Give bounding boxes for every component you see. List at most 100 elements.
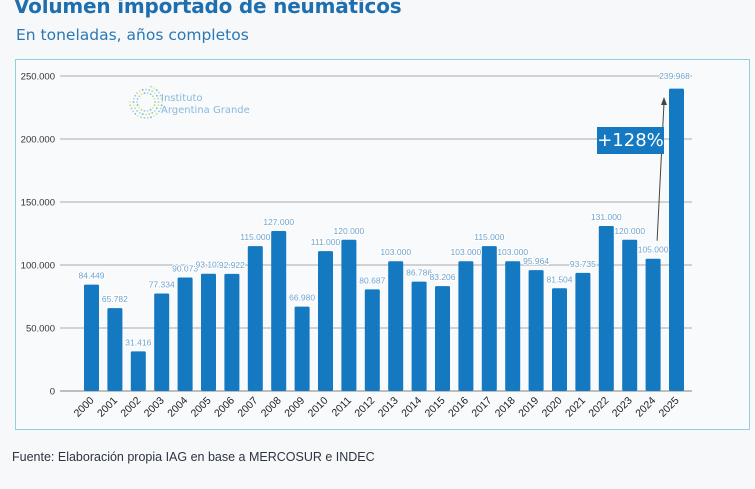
chart-title: Volumen importado de neumáticos <box>14 0 402 18</box>
bar <box>528 270 544 391</box>
data-label: 80.687 <box>359 275 385 285</box>
bar <box>458 261 474 391</box>
bar <box>575 272 591 391</box>
logo-dot <box>150 85 152 88</box>
logo-dot <box>133 104 135 107</box>
logo-dot <box>148 89 151 91</box>
bar <box>318 251 333 391</box>
logo-dot <box>157 101 160 103</box>
bar <box>177 277 193 391</box>
x-tick-label: 2006 <box>212 395 237 420</box>
bar <box>435 286 450 391</box>
x-tick-label: 2016 <box>446 395 471 420</box>
logo-dot <box>149 93 152 96</box>
logo-dot <box>140 93 143 96</box>
x-tick-label: 2010 <box>306 395 331 420</box>
data-label: 127.000 <box>263 217 294 227</box>
y-tick-label: 50.000 <box>26 324 55 335</box>
x-tick-label: 2007 <box>235 395 260 420</box>
x-tick-label: 2002 <box>118 395 143 420</box>
logo-text-line2: Argentina Grande <box>161 105 250 116</box>
logo-dot <box>161 101 163 103</box>
logo-dot <box>151 90 154 93</box>
logo-dot <box>146 92 149 95</box>
x-tick-label: 2025 <box>657 395 682 420</box>
logo-dot <box>136 92 139 95</box>
data-label: 115.000 <box>240 232 270 242</box>
bar <box>154 293 170 391</box>
x-tick-label: 2001 <box>95 395 120 420</box>
y-tick-label: 0 <box>50 387 55 398</box>
bar <box>247 246 263 391</box>
logo-dot <box>158 110 160 113</box>
logo-dot <box>158 91 160 94</box>
logo-dot <box>130 107 133 110</box>
data-label: 103.000 <box>380 247 411 257</box>
logo-dot <box>155 89 158 92</box>
y-tick-label: 250.000 <box>21 72 55 83</box>
logo-dot <box>143 117 146 119</box>
x-tick-label: 2003 <box>142 395 167 420</box>
y-tick-label: 100.000 <box>21 261 55 272</box>
bars <box>84 88 684 391</box>
data-label: 95.964 <box>523 256 549 266</box>
logo-dot <box>153 109 156 112</box>
logo-dot <box>146 117 149 119</box>
logo-dot <box>157 97 159 100</box>
logo-dot <box>155 107 158 110</box>
source-note: Fuente: Elaboración propia IAG en base a… <box>12 450 375 464</box>
x-tick-label: 2008 <box>259 395 284 420</box>
bar <box>481 246 497 391</box>
y-axis-ticks: 0 50.000 100.000 150.000 200.000 250.000 <box>21 72 55 398</box>
logo-dot <box>160 97 163 100</box>
data-label: 90.073 <box>172 264 198 274</box>
x-tick-label: 2018 <box>493 395 518 420</box>
logo-dot <box>153 104 156 106</box>
data-label: 93.735 <box>570 259 596 269</box>
x-tick-label: 2017 <box>469 395 494 420</box>
bar <box>224 273 240 391</box>
x-tick-label: 2015 <box>423 395 448 420</box>
logo-dot <box>141 89 144 91</box>
logo-dot <box>157 104 159 107</box>
x-tick-label: 2023 <box>610 395 635 420</box>
logo-dot <box>133 97 135 100</box>
logo-dot <box>150 116 152 119</box>
logo-dot <box>160 104 163 107</box>
logo-dot <box>136 101 138 103</box>
logo-dot <box>137 114 139 117</box>
bar <box>552 288 567 391</box>
data-label: 31.416 <box>125 337 151 347</box>
logo-dot <box>151 95 154 98</box>
logo-dot <box>129 104 132 107</box>
logo-dot <box>145 113 147 116</box>
data-label: 66.980 <box>289 293 315 303</box>
bar <box>645 258 661 391</box>
logo-dot <box>151 111 154 114</box>
logo-dot <box>129 101 131 103</box>
dotted-circle-logo-icon <box>129 85 163 119</box>
data-label: 65.782 <box>102 294 128 304</box>
bar <box>294 306 310 391</box>
data-label: 239.968 <box>659 71 690 81</box>
arrow-line <box>656 102 665 241</box>
logo-dot <box>146 109 149 112</box>
x-tick-label: 2021 <box>563 395 588 420</box>
growth-arrow <box>656 97 667 241</box>
logo-dot <box>134 94 137 97</box>
logo-dot <box>143 92 146 95</box>
x-axis-labels: 2000200120022003200420052006200720082009… <box>72 395 682 420</box>
x-tick-label: 2009 <box>282 395 307 420</box>
data-label: 81.504 <box>547 274 573 284</box>
x-tick-label: 2022 <box>586 395 611 420</box>
data-label: 103.000 <box>497 247 528 257</box>
y-tick-label: 200.000 <box>21 135 55 146</box>
x-tick-label: 2014 <box>399 395 424 420</box>
x-tick-label: 2000 <box>72 395 97 420</box>
logo-dot <box>136 104 139 106</box>
logo-dot <box>134 107 137 110</box>
logo-dot <box>159 107 162 110</box>
logo-dot <box>141 113 144 115</box>
chart-subtitle: En toneladas, años completos <box>16 26 249 44</box>
